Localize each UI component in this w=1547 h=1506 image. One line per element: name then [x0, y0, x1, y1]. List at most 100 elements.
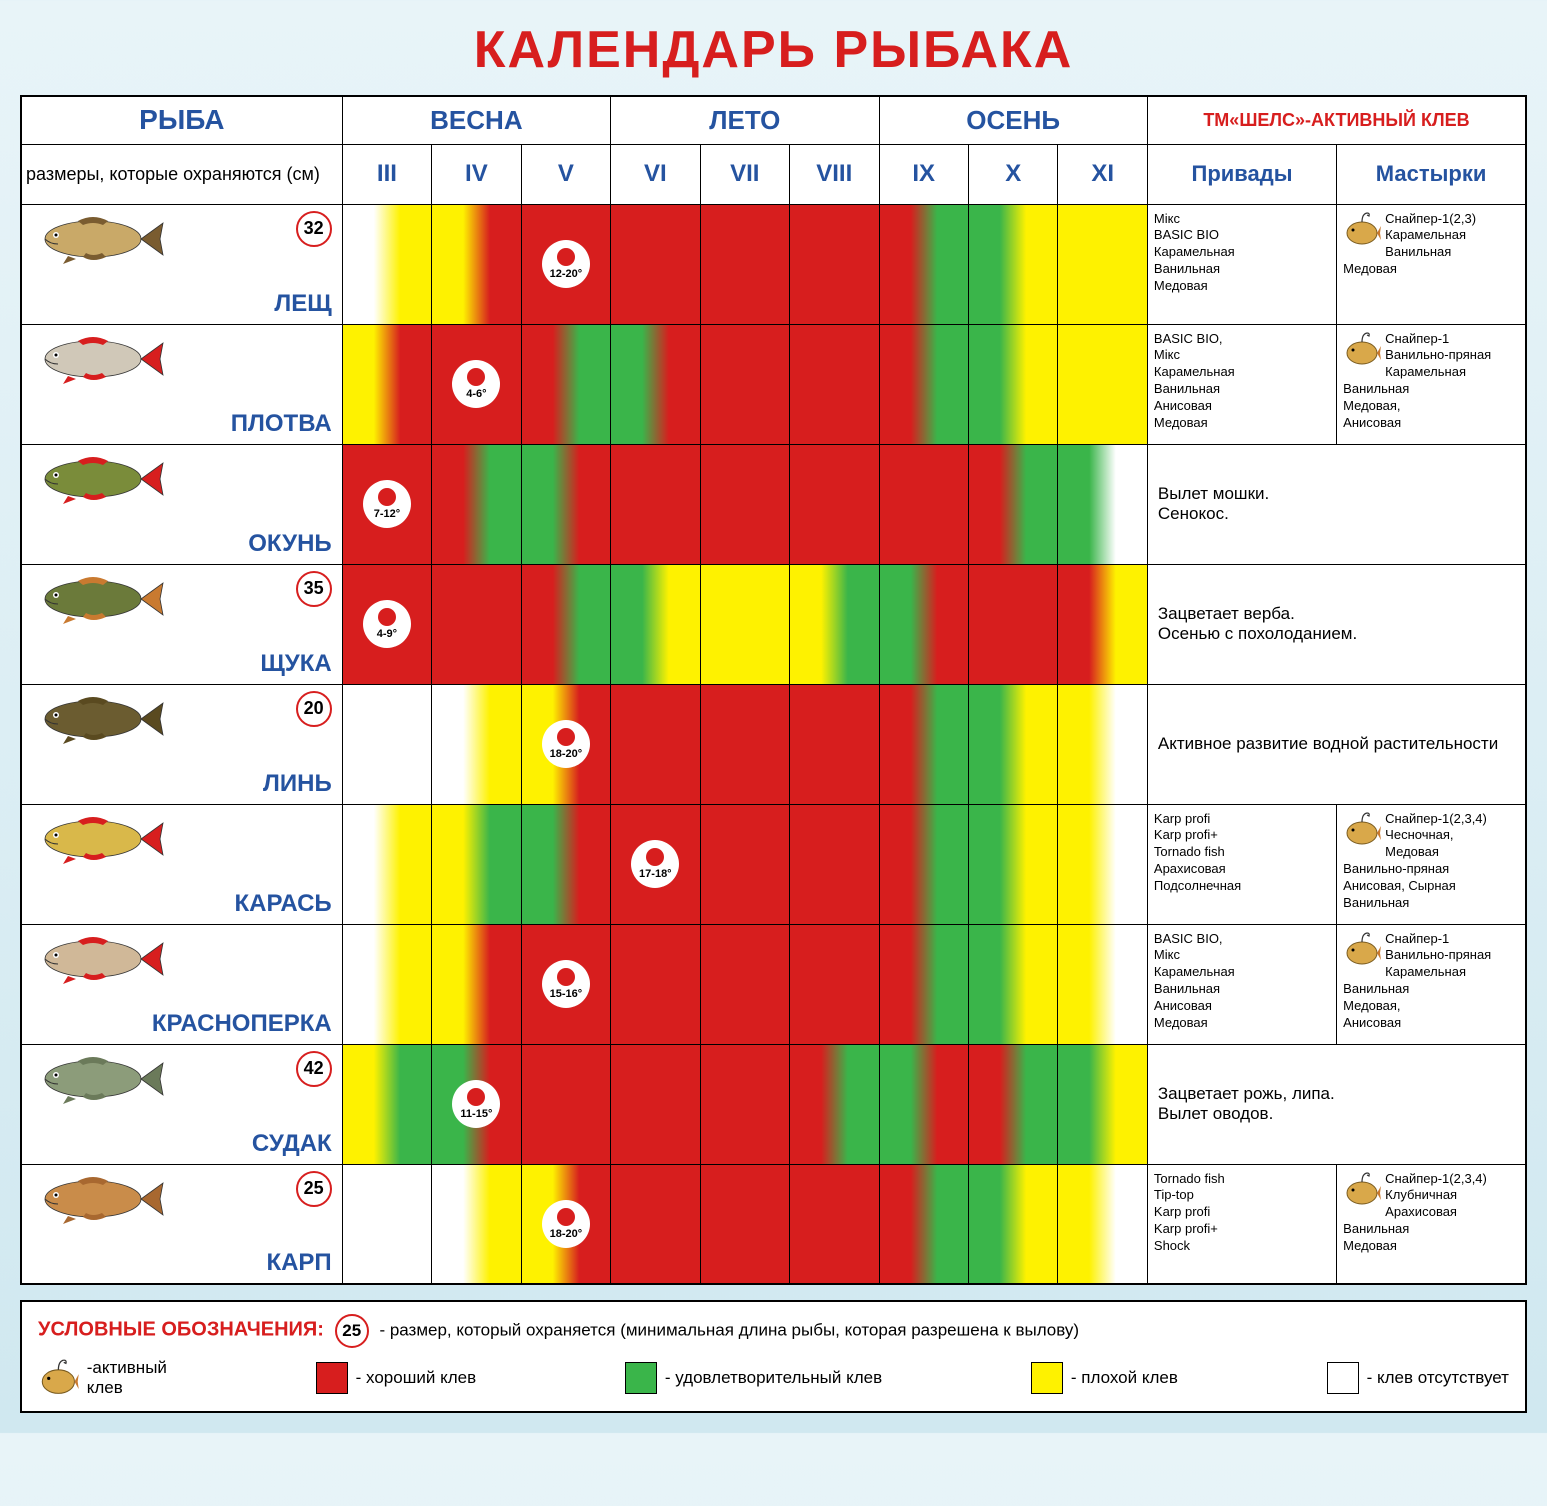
brand-bait-icon — [1343, 811, 1381, 849]
month-cell — [342, 924, 431, 1044]
month-cell — [432, 684, 521, 804]
month-cell — [432, 1164, 521, 1284]
fish-icon — [28, 1051, 168, 1106]
month-cell — [879, 684, 968, 804]
fish-row: ОКУНЬ 7-12°Вылет мошки.Сенокос. — [21, 444, 1526, 564]
month-cell — [790, 924, 879, 1044]
header-fish: РЫБА — [21, 96, 342, 144]
month-cell — [611, 564, 700, 684]
spawn-marker: 17-18° — [631, 840, 679, 888]
fish-name: ЛЕЩ — [274, 290, 331, 318]
note-cell: Вылет мошки.Сенокос. — [1147, 444, 1526, 564]
month-cell — [968, 804, 1057, 924]
month-cell — [611, 204, 700, 324]
month-cell — [790, 444, 879, 564]
month-cell — [432, 924, 521, 1044]
spawn-marker: 11-15° — [452, 1080, 500, 1128]
month-cell: 4-6° — [432, 324, 521, 444]
spawn-temp: 18-20° — [550, 748, 583, 760]
note-cell: Зацветает верба.Осенью с похолоданием. — [1147, 564, 1526, 684]
month-cell — [968, 924, 1057, 1044]
month-cell — [432, 804, 521, 924]
fish-row: ПЛОТВА 4-6° BASIC BIO,МіксКарамельнаяВани… — [21, 324, 1526, 444]
spawn-temp: 17-18° — [639, 868, 672, 880]
fish-row: 25 КАРП 18-20°Tornado fishTip-topKarp pr… — [21, 1164, 1526, 1284]
legend-size-badge: 25 — [335, 1314, 369, 1348]
month-cell — [968, 324, 1057, 444]
month-cell — [879, 444, 968, 564]
month-cell — [342, 1164, 431, 1284]
month-cell — [968, 204, 1057, 324]
brand-bait-icon — [1343, 1171, 1381, 1209]
month-cell — [432, 444, 521, 564]
month-cell — [342, 204, 431, 324]
fish-icon — [28, 211, 168, 266]
month-cell — [879, 204, 968, 324]
month-cell — [879, 1044, 968, 1164]
page-title: КАЛЕНДАРЬ РЫБАКА — [20, 20, 1527, 80]
month-cell — [879, 1164, 968, 1284]
baits-header: Привады — [1147, 144, 1336, 204]
month-cell — [879, 924, 968, 1044]
month-cell — [1058, 804, 1147, 924]
month-cell — [1058, 564, 1147, 684]
header-summer: ЛЕТО — [611, 96, 879, 144]
note-cell: Зацветает рожь, липа.Вылет оводов. — [1147, 1044, 1526, 1164]
month-cell — [700, 1164, 789, 1284]
fish-cell: КАРАСЬ — [21, 804, 342, 924]
spawn-temp: 11-15° — [460, 1108, 492, 1120]
fish-name: КАРАСЬ — [234, 890, 331, 918]
fish-name: СУДАК — [252, 1130, 332, 1158]
month-cell — [790, 204, 879, 324]
fish-cell: ОКУНЬ — [21, 444, 342, 564]
month-cell — [700, 684, 789, 804]
month-cell — [611, 1164, 700, 1284]
fish-cell: КРАСНОПЕРКА — [21, 924, 342, 1044]
doughs-header: Мастырки — [1337, 144, 1526, 204]
fish-row: КРАСНОПЕРКА 15-16°BASIC BIO,МіксКарамель… — [21, 924, 1526, 1044]
legend-swatch — [316, 1362, 348, 1394]
legend-size-text: - размер, который охраняется (минимальна… — [379, 1320, 1079, 1339]
month-cell — [790, 804, 879, 924]
month-cell — [1058, 444, 1147, 564]
fish-icon — [28, 331, 168, 386]
month-header: IV — [432, 144, 521, 204]
baits-cell: BASIC BIO,МіксКарамельнаяВанильнаяАнисов… — [1147, 324, 1336, 444]
fish-icon — [28, 811, 168, 866]
brand-bait-icon — [1343, 331, 1381, 369]
month-cell — [968, 564, 1057, 684]
month-cell — [700, 204, 789, 324]
month-header: XI — [1058, 144, 1147, 204]
month-cell: 4-9° — [342, 564, 431, 684]
month-cell — [968, 1044, 1057, 1164]
legend-item: - клев отсутствует — [1327, 1362, 1509, 1394]
month-cell — [790, 564, 879, 684]
month-cell — [521, 804, 610, 924]
month-cell: 18-20° — [521, 684, 610, 804]
month-cell: 18-20° — [521, 1164, 610, 1284]
month-cell — [1058, 324, 1147, 444]
doughs-cell: Снайпер-1Ванильно-прянаяКарамельнаяВанил… — [1337, 924, 1526, 1044]
month-cell — [611, 444, 700, 564]
size-badge: 42 — [296, 1051, 332, 1087]
month-cell — [700, 924, 789, 1044]
fish-icon — [28, 571, 168, 626]
fish-name: ПЛОТВА — [231, 410, 332, 438]
legend-swatch — [1031, 1362, 1063, 1394]
month-cell — [611, 924, 700, 1044]
month-cell — [700, 324, 789, 444]
fish-name: КРАСНОПЕРКА — [152, 1010, 332, 1038]
fish-cell: 32 ЛЕЩ — [21, 204, 342, 324]
legend-title: УСЛОВНЫЕ ОБОЗНАЧЕНИЯ: — [38, 1318, 324, 1340]
spawn-temp: 4-9° — [377, 628, 397, 640]
fish-icon — [28, 1171, 168, 1226]
month-cell — [1058, 1164, 1147, 1284]
month-cell — [432, 204, 521, 324]
month-cell — [790, 1044, 879, 1164]
month-cell — [968, 444, 1057, 564]
month-cell — [521, 324, 610, 444]
month-cell — [342, 324, 431, 444]
fish-name: ЩУКА — [260, 650, 331, 678]
month-header: VII — [700, 144, 789, 204]
month-cell — [790, 1164, 879, 1284]
